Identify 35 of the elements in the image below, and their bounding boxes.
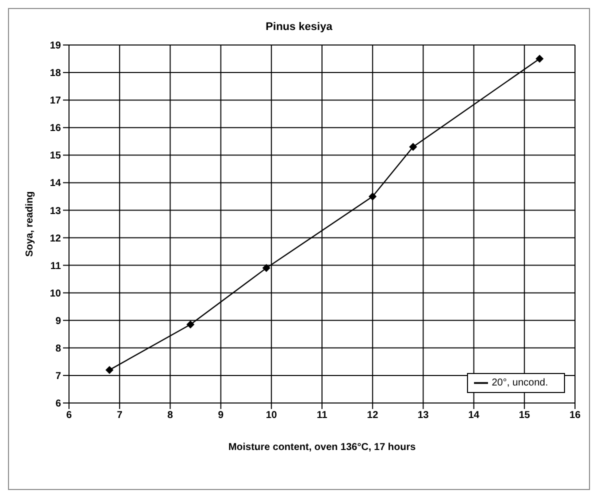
x-tick-label: 12 [367, 410, 379, 422]
x-tick-label: 6 [66, 410, 72, 422]
y-tick-label: 9 [55, 316, 62, 327]
x-tick-label: 9 [218, 410, 224, 422]
y-tick-label: 11 [50, 260, 62, 272]
y-tick-label: 6 [55, 398, 62, 410]
legend-label: 20°, uncond. [492, 378, 548, 389]
y-tick-label: 8 [55, 343, 62, 354]
y-tick-label: 17 [50, 96, 62, 107]
x-tick-label: 13 [418, 410, 430, 422]
y-tick-label: 15 [50, 150, 62, 162]
x-tick-label: 14 [468, 410, 480, 422]
y-tick-label: 13 [50, 206, 62, 217]
point [262, 264, 270, 272]
y-tick-label: 16 [50, 123, 62, 134]
y-tick-label: 19 [50, 40, 62, 52]
point [368, 192, 377, 200]
point [409, 142, 418, 151]
x-axis-title: Moisture content, oven 136°C, 17 hours [228, 442, 416, 454]
point [105, 366, 114, 374]
y-tick-label: 14 [50, 178, 62, 190]
chart-title: Pinus kesiya [264, 21, 334, 33]
y-tick-label: 7 [55, 371, 62, 382]
y-tick-label: 18 [50, 68, 62, 80]
x-tick-label: 10 [266, 410, 278, 422]
y-tick-label: 12 [50, 233, 62, 244]
y-axis-title: Soya, reading [24, 191, 36, 257]
x-tick-label: 11 [316, 410, 328, 422]
point [186, 320, 194, 329]
y-tick-label: 10 [50, 288, 62, 300]
x-tick-label: 8 [167, 410, 174, 422]
x-tick-label: 15 [518, 410, 530, 422]
point [536, 54, 544, 63]
x-tick-label: 7 [116, 410, 123, 422]
x-tick-label: 16 [569, 410, 581, 422]
